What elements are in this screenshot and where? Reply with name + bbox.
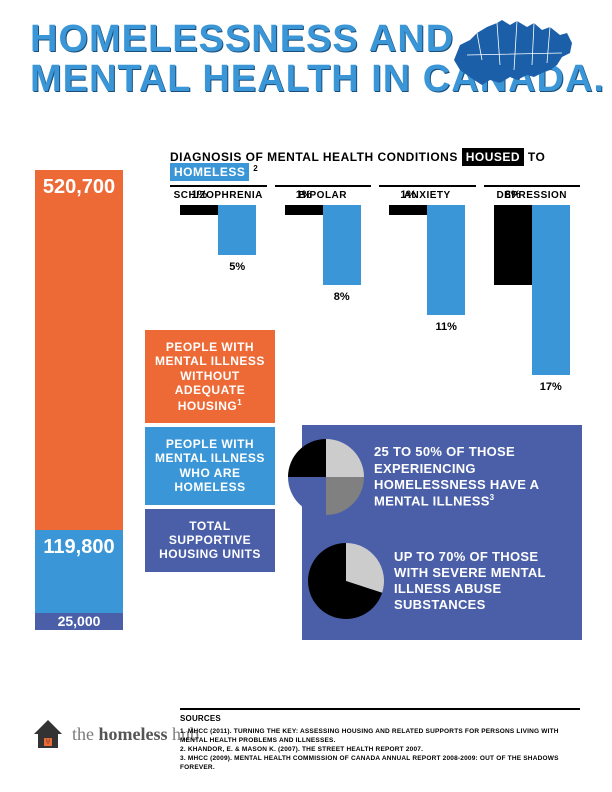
legend: PEOPLE WITH MENTAL ILLNESS WITHOUT ADEQU… — [145, 330, 275, 576]
condition-depression: DEPRESSION8%17% — [484, 185, 581, 375]
stacked-bar-chart: 520,700 119,800 25,000 — [35, 170, 123, 630]
homeless-value: 17% — [532, 381, 570, 393]
condition-anxiety: ANXIETY1%11% — [379, 185, 476, 375]
housed-bar: 8% — [494, 205, 532, 285]
housed-value: 1% — [389, 189, 427, 201]
source-item: 3. MHCC (2009). Mental Health Commission… — [180, 754, 580, 772]
sources-list: 1. MHCC (2011). Turning the Key: Assessi… — [180, 727, 580, 772]
stacked-value: 119,800 — [35, 536, 123, 559]
sources: SOURCES 1. MHCC (2011). Turning the Key:… — [180, 708, 580, 772]
canada-map-icon — [442, 15, 582, 105]
legend-box: PEOPLE WITH MENTAL ILLNESS WHO ARE HOMEL… — [145, 427, 275, 505]
pie-chart-icon — [286, 437, 366, 517]
chart-title: DIAGNOSIS OF MENTAL HEALTH CONDITIONS HO… — [170, 150, 580, 179]
logo-prefix: the — [72, 724, 94, 744]
homeless-bar: 11% — [427, 205, 465, 315]
condition-bipolar: BIPOLAR1%8% — [275, 185, 372, 375]
housed-value: 1% — [285, 189, 323, 201]
pie-row: 25 TO 50% OF THOSE EXPERIENCING HOMELESS… — [272, 425, 582, 529]
stacked-segment: 520,700 — [35, 170, 123, 530]
pie-row: UP TO 70% OF THOSE WITH SEVERE MENTAL IL… — [292, 529, 582, 633]
house-icon — [30, 716, 66, 752]
stacked-value: 25,000 — [35, 613, 123, 629]
homeless-value: 11% — [427, 321, 465, 333]
pie-text: 25 TO 50% OF THOSE EXPERIENCING HOMELESS… — [374, 444, 568, 509]
legend-box: TOTAL SUPPORTIVE HOUSING UNITS — [145, 509, 275, 572]
bar-pair: 1%11% — [379, 205, 476, 315]
homeless-bar: 8% — [323, 205, 361, 285]
housed-value: 8% — [494, 189, 532, 201]
homeless-badge: HOMELESS — [170, 163, 249, 181]
chart-mid: TO — [528, 150, 545, 164]
logo: the homeless hub — [30, 716, 199, 752]
housed-bar: 1% — [180, 205, 218, 215]
stacked-segment: 119,800 — [35, 530, 123, 613]
homeless-bar: 17% — [532, 205, 570, 375]
homeless-value: 8% — [323, 291, 361, 303]
bar-pair: 8%17% — [484, 205, 581, 375]
housed-bar: 1% — [285, 205, 323, 215]
logo-bold: homeless — [99, 724, 168, 744]
bar-pair: 1%8% — [275, 205, 372, 285]
stacked-segment: 25,000 — [35, 613, 123, 630]
housed-badge: HOUSED — [462, 148, 524, 166]
source-item: 2. Khandor, E. & Mason K. (2007). The St… — [180, 745, 580, 754]
housed-bar: 1% — [389, 205, 427, 215]
chart-sup: 2 — [253, 164, 258, 173]
legend-box: PEOPLE WITH MENTAL ILLNESS WITHOUT ADEQU… — [145, 330, 275, 423]
pie-callout-section: 25 TO 50% OF THOSE EXPERIENCING HOMELESS… — [302, 425, 582, 640]
housed-value: 1% — [180, 189, 218, 201]
chart-title-prefix: DIAGNOSIS OF MENTAL HEALTH CONDITIONS — [170, 150, 458, 164]
pie-chart-icon — [306, 541, 386, 621]
stacked-value: 520,700 — [35, 176, 123, 199]
bar-pair: 1%5% — [170, 205, 267, 255]
sources-heading: SOURCES — [180, 708, 580, 724]
homeless-value: 5% — [218, 261, 256, 273]
homeless-bar: 5% — [218, 205, 256, 255]
pie-text: UP TO 70% OF THOSE WITH SEVERE MENTAL IL… — [394, 549, 568, 614]
source-item: 1. MHCC (2011). Turning the Key: Assessi… — [180, 727, 580, 745]
